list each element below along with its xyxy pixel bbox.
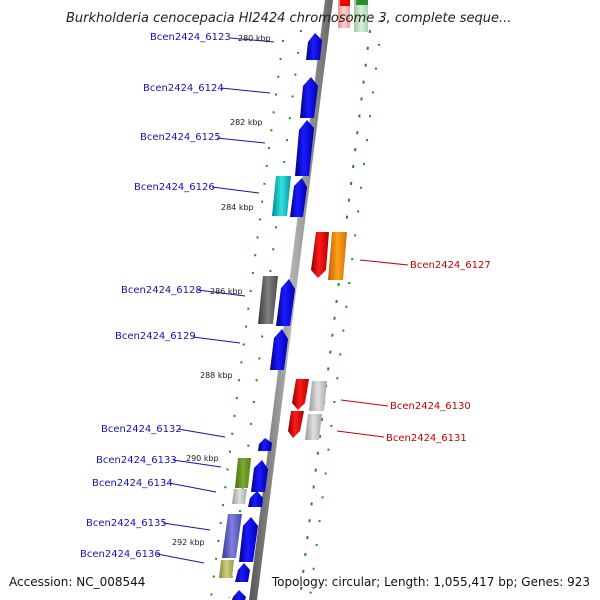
partial-gene-pink (338, 0, 350, 28)
gene-arrow-6128 (276, 279, 295, 326)
gene-gray-dark (258, 276, 278, 324)
gene-arrow-6124 (300, 77, 318, 118)
gene-features (219, 33, 347, 600)
gene-olive (235, 458, 251, 488)
gene-label-6128[interactable]: Bcen2424_6128 (121, 285, 202, 296)
gene-arrow-6131 (288, 411, 304, 438)
tick-label-286kbp: 286 kbp (210, 287, 243, 296)
partial-gene-palegreen (354, 0, 368, 32)
gene-label-6136[interactable]: Bcen2424_6136 (80, 549, 161, 560)
gene-label-6126[interactable]: Bcen2424_6126 (134, 182, 215, 193)
gene-arrow-6126 (290, 178, 307, 217)
gene-arrow-6134 (248, 491, 263, 507)
accession-text: Accession: NC_008544 (9, 575, 145, 589)
gene-label-6132[interactable]: Bcen2424_6132 (101, 424, 182, 435)
map-title: Burkholderia cenocepacia HI2424 chromoso… (66, 11, 511, 26)
gene-arrow-6129 (270, 329, 288, 370)
gene-arrow-6123 (306, 33, 322, 60)
gene-label-6125[interactable]: Bcen2424_6125 (140, 132, 221, 143)
gene-label-6131[interactable]: Bcen2424_6131 (386, 433, 467, 444)
gc-track-right-b (309, 19, 383, 599)
gene-label-6135[interactable]: Bcen2424_6135 (86, 518, 167, 529)
gene-arrow-6133 (251, 460, 268, 492)
gc-track-outer-left (210, 39, 284, 599)
tick-label-288kbp: 288 kbp (200, 371, 233, 380)
tick-label-280kbp: 280 kbp (238, 34, 271, 43)
gene-arrow-6127 (311, 232, 329, 278)
gc-track-right-a (299, 29, 371, 599)
tick-label-282kbp: 282 kbp (230, 118, 263, 127)
gene-label-6124[interactable]: Bcen2424_6124 (143, 83, 224, 94)
tick-label-290kbp: 290 kbp (186, 454, 219, 463)
gene-label-6130[interactable]: Bcen2424_6130 (390, 401, 471, 412)
gene-gray-light-6130 (309, 381, 327, 411)
gene-arrow-6136 (235, 563, 250, 582)
gene-cyan (272, 176, 291, 216)
gene-gray-light-6131 (305, 414, 322, 440)
genome-stats-text: Topology: circular; Length: 1,055,417 bp… (271, 575, 590, 589)
gene-orange (328, 232, 347, 280)
gene-label-6123[interactable]: Bcen2424_6123 (150, 32, 231, 43)
gene-arrow-6130 (292, 379, 309, 410)
gene-label-6129[interactable]: Bcen2424_6129 (115, 331, 196, 342)
gene-arrow-bottom (232, 590, 246, 600)
partial-gene-red (340, 0, 350, 6)
gene-purple (222, 514, 242, 558)
tick-label-284kbp: 284 kbp (221, 203, 254, 212)
gene-khaki (219, 560, 234, 578)
gene-label-6134[interactable]: Bcen2424_6134 (92, 478, 173, 489)
gene-arrow-6135 (239, 517, 258, 562)
gene-arrow-6132 (258, 438, 272, 451)
partial-gene-green (356, 0, 368, 5)
label-connectors (156, 37, 409, 564)
tick-label-292kbp: 292 kbp (172, 538, 205, 547)
gene-light-6134 (232, 489, 247, 504)
gene-arrow-6125 (295, 120, 314, 176)
gene-label-6133[interactable]: Bcen2424_6133 (96, 455, 177, 466)
gene-label-6127[interactable]: Bcen2424_6127 (410, 260, 491, 271)
